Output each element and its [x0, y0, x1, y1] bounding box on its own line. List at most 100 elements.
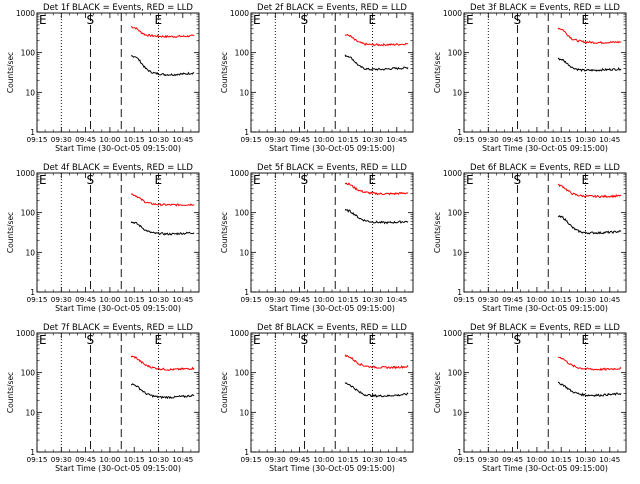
events-series-line [344, 54, 409, 71]
y-tick-label: 10 [452, 248, 462, 257]
y-tick-label: 1 [30, 448, 35, 457]
y-tick-label: 1000 [16, 169, 35, 178]
x-axis-label: Start Time (30-Oct-05 09:15:00) [482, 304, 608, 313]
events-series-line [344, 382, 409, 398]
x-tick-label: 09:15 [26, 295, 47, 304]
x-tick-label: 09:30 [51, 455, 72, 464]
y-tick-label: 1000 [443, 9, 462, 18]
events-series-line [130, 55, 195, 77]
marker-label-e: E [369, 173, 377, 187]
chart-title: Det 7f BLACK = Events, RED = LLD [43, 323, 193, 333]
marker-label-e: E [466, 333, 474, 347]
marker-label-e: E [39, 333, 47, 347]
x-tick-label: 09:15 [240, 295, 261, 304]
x-tick-label: 10:45 [386, 135, 407, 144]
y-tick-label: 1000 [230, 169, 249, 178]
lld-series-line [557, 356, 622, 371]
chart-title: Det 3f BLACK = Events, RED = LLD [470, 3, 620, 13]
events-series-line [557, 381, 622, 397]
x-tick-label: 09:30 [265, 295, 286, 304]
marker-label-e: E [466, 173, 474, 187]
y-tick-label: 1 [457, 448, 462, 457]
x-tick-label: 10:45 [599, 455, 620, 464]
chart-panel-6: Det 6f BLACK = Events, RED = LLD 1 10 100 10… [433, 163, 627, 313]
x-tick-label: 09:45 [289, 295, 310, 304]
y-tick-label: 1000 [443, 329, 462, 338]
x-tick-label: 09:15 [26, 455, 47, 464]
y-tick-label: 10 [239, 88, 249, 97]
plot-frame [463, 12, 627, 133]
chart-panel-8: Det 8f BLACK = Events, RED = LLD 1 10 100 10… [220, 323, 414, 473]
chart-title: Det 1f BLACK = Events, RED = LLD [43, 3, 193, 13]
x-tick-label: 09:45 [75, 295, 96, 304]
x-tick-label: 10:00 [526, 135, 547, 144]
chart-title: Det 9f BLACK = Events, RED = LLD [470, 323, 620, 333]
x-axis-label: Start Time (30-Oct-05 09:15:00) [269, 464, 395, 473]
x-tick-label: 10:00 [526, 455, 547, 464]
x-tick-label: 10:15 [338, 135, 359, 144]
x-tick-label: 10:45 [599, 295, 620, 304]
x-tick-label: 10:00 [526, 295, 547, 304]
lld-series-line [130, 355, 195, 371]
lld-series-line [557, 183, 622, 199]
chart-panel-9: Det 9f BLACK = Events, RED = LLD 1 10 100 10… [433, 323, 627, 473]
plot-frame [463, 332, 627, 453]
lld-series-line [344, 182, 409, 196]
y-tick-label: 10 [452, 408, 462, 417]
x-tick-label: 09:30 [265, 455, 286, 464]
x-tick-label: 10:15 [124, 295, 145, 304]
marker-label-e: E [155, 333, 163, 347]
marker-label-e: E [155, 173, 163, 187]
x-tick-label: 10:00 [313, 135, 334, 144]
x-tick-label: 09:30 [51, 295, 72, 304]
marker-label-e: E [582, 13, 590, 27]
x-tick-label: 10:00 [313, 455, 334, 464]
x-tick-label: 10:15 [551, 135, 572, 144]
marker-label-s: S [513, 13, 521, 27]
chart-title: Det 5f BLACK = Events, RED = LLD [257, 163, 407, 173]
marker-label-e: E [253, 13, 261, 27]
y-tick-label: 1 [244, 448, 249, 457]
events-series-line [344, 208, 409, 225]
x-tick-label: 09:45 [502, 295, 523, 304]
y-tick-label: 1 [457, 288, 462, 297]
marker-label-s: S [300, 333, 308, 347]
y-axis-label: Counts/sec [220, 212, 229, 253]
y-tick-label: 1 [244, 128, 249, 137]
chart-panel-1: Det 1f BLACK = Events, RED = LLD 1 10 100 10… [6, 3, 200, 153]
x-axis-label: Start Time (30-Oct-05 09:15:00) [269, 304, 395, 313]
y-tick-label: 100 [21, 49, 36, 58]
x-tick-label: 10:15 [551, 455, 572, 464]
plot-frame [250, 332, 414, 453]
x-tick-label: 10:45 [386, 455, 407, 464]
y-tick-label: 100 [448, 49, 463, 58]
chart-title: Det 2f BLACK = Events, RED = LLD [257, 3, 407, 13]
y-axis-label: Counts/sec [433, 212, 442, 253]
x-tick-label: 10:30 [362, 455, 383, 464]
y-tick-label: 1 [30, 128, 35, 137]
y-tick-label: 100 [448, 209, 463, 218]
x-tick-label: 10:30 [575, 455, 596, 464]
chart-title: Det 6f BLACK = Events, RED = LLD [470, 163, 620, 173]
plot-frame [36, 172, 200, 293]
y-tick-label: 100 [21, 369, 36, 378]
y-axis-label: Counts/sec [6, 52, 15, 93]
y-tick-label: 10 [452, 88, 462, 97]
lld-series-line [557, 27, 622, 45]
chart-panel-4: Det 4f BLACK = Events, RED = LLD 1 10 100 10… [6, 163, 200, 313]
x-tick-label: 10:30 [148, 135, 169, 144]
x-tick-label: 09:15 [240, 455, 261, 464]
marker-label-e: E [582, 173, 590, 187]
x-tick-label: 09:45 [289, 135, 310, 144]
y-tick-label: 100 [235, 49, 250, 58]
x-axis-label: Start Time (30-Oct-05 09:15:00) [482, 144, 608, 153]
y-tick-label: 1000 [443, 169, 462, 178]
chart-title: Det 4f BLACK = Events, RED = LLD [43, 163, 193, 173]
chart-panel-5: Det 5f BLACK = Events, RED = LLD 1 10 100 10… [220, 163, 414, 313]
x-tick-label: 09:30 [478, 295, 499, 304]
chart-panel-7: Det 7f BLACK = Events, RED = LLD 1 10 100 10… [6, 323, 200, 473]
x-tick-label: 10:15 [124, 135, 145, 144]
chart-title: Det 8f BLACK = Events, RED = LLD [257, 323, 407, 333]
x-tick-label: 10:00 [99, 295, 120, 304]
plot-frame [250, 172, 414, 293]
